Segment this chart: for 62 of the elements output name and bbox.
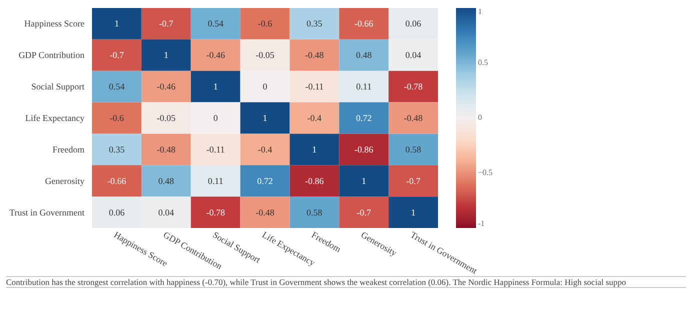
data-label: 0.04 [158,207,175,218]
y-tick-label: Happiness Score [24,18,84,29]
data-label: -0.86 [354,144,374,154]
data-label: -0.86 [305,176,324,186]
data-label: -0.7 [159,18,174,29]
data-label: -0.7 [110,50,124,60]
data-label: 0.48 [356,50,372,60]
color-bar-label: 0.5 [478,58,488,67]
data-label: -0.6 [258,18,273,29]
data-label: 1 [312,144,317,154]
y-tick-label: Life Expectancy [25,113,85,123]
data-label: 1 [411,207,416,218]
data-label: -0.4 [307,113,322,123]
color-bar-label: 1 [478,7,482,16]
data-label: -0.48 [404,113,424,123]
data-label: 0.35 [306,18,323,29]
y-tick-label: Generosity [45,176,85,186]
data-label: 0.54 [108,82,126,92]
data-label: 0.72 [257,176,273,186]
data-label: -0.48 [156,144,176,154]
data-label: 0.48 [158,176,175,186]
data-label: -0.4 [258,144,273,154]
data-label: 0.58 [306,207,323,218]
data-label: -0.48 [305,50,324,60]
data-label: 1 [213,82,218,92]
data-label: 0 [262,82,268,92]
data-label: 0.72 [356,113,372,123]
data-label: 0.54 [208,18,224,29]
data-label: -0.7 [406,176,421,186]
data-label: 0 [213,113,218,123]
data-label: 1 [164,50,168,60]
y-tick-label: GDP Contribution [18,50,85,60]
data-label: 0.04 [405,50,422,60]
data-label: 0.11 [356,82,372,92]
data-label: -0.78 [404,82,424,92]
color-bar-label: 0 [478,113,482,122]
data-label: -0.7 [356,207,372,218]
data-label: 0.58 [405,144,422,154]
data-label: -0.05 [156,113,176,123]
data-label: -0.46 [206,50,226,60]
data-label: 0.06 [405,18,422,29]
text: Contribution has the strongest correlation with happiness (-0.70), while Trust in Government shows the weakest correlation (0.06). The Nordic Happiness Formula: High social suppo [6,276,686,288]
color-bar-label: −0.5 [478,168,493,177]
y-tick-label: Freedom [52,144,84,154]
data-label: -0.11 [206,144,225,154]
data-label: 1 [262,113,268,123]
data-label: 0.11 [208,176,224,186]
data-label: 1 [362,176,366,186]
data-label: 0.06 [108,207,126,218]
color-bar-label: -1 [478,219,485,228]
data-label: 0.35 [108,144,126,154]
data-label: -0.6 [110,113,124,123]
data-label: -0.11 [305,82,324,92]
data-label: -0.05 [256,50,275,60]
data-label: -0.78 [206,207,226,218]
data-label: -0.66 [107,176,127,186]
data-label: -0.48 [256,207,275,218]
data-label: -0.66 [354,18,374,29]
y-tick-label: Social Support [31,82,85,92]
y-tick-label: Trust in Government [9,207,85,218]
data-label: 1 [114,18,119,29]
data-label: -0.46 [156,82,176,92]
